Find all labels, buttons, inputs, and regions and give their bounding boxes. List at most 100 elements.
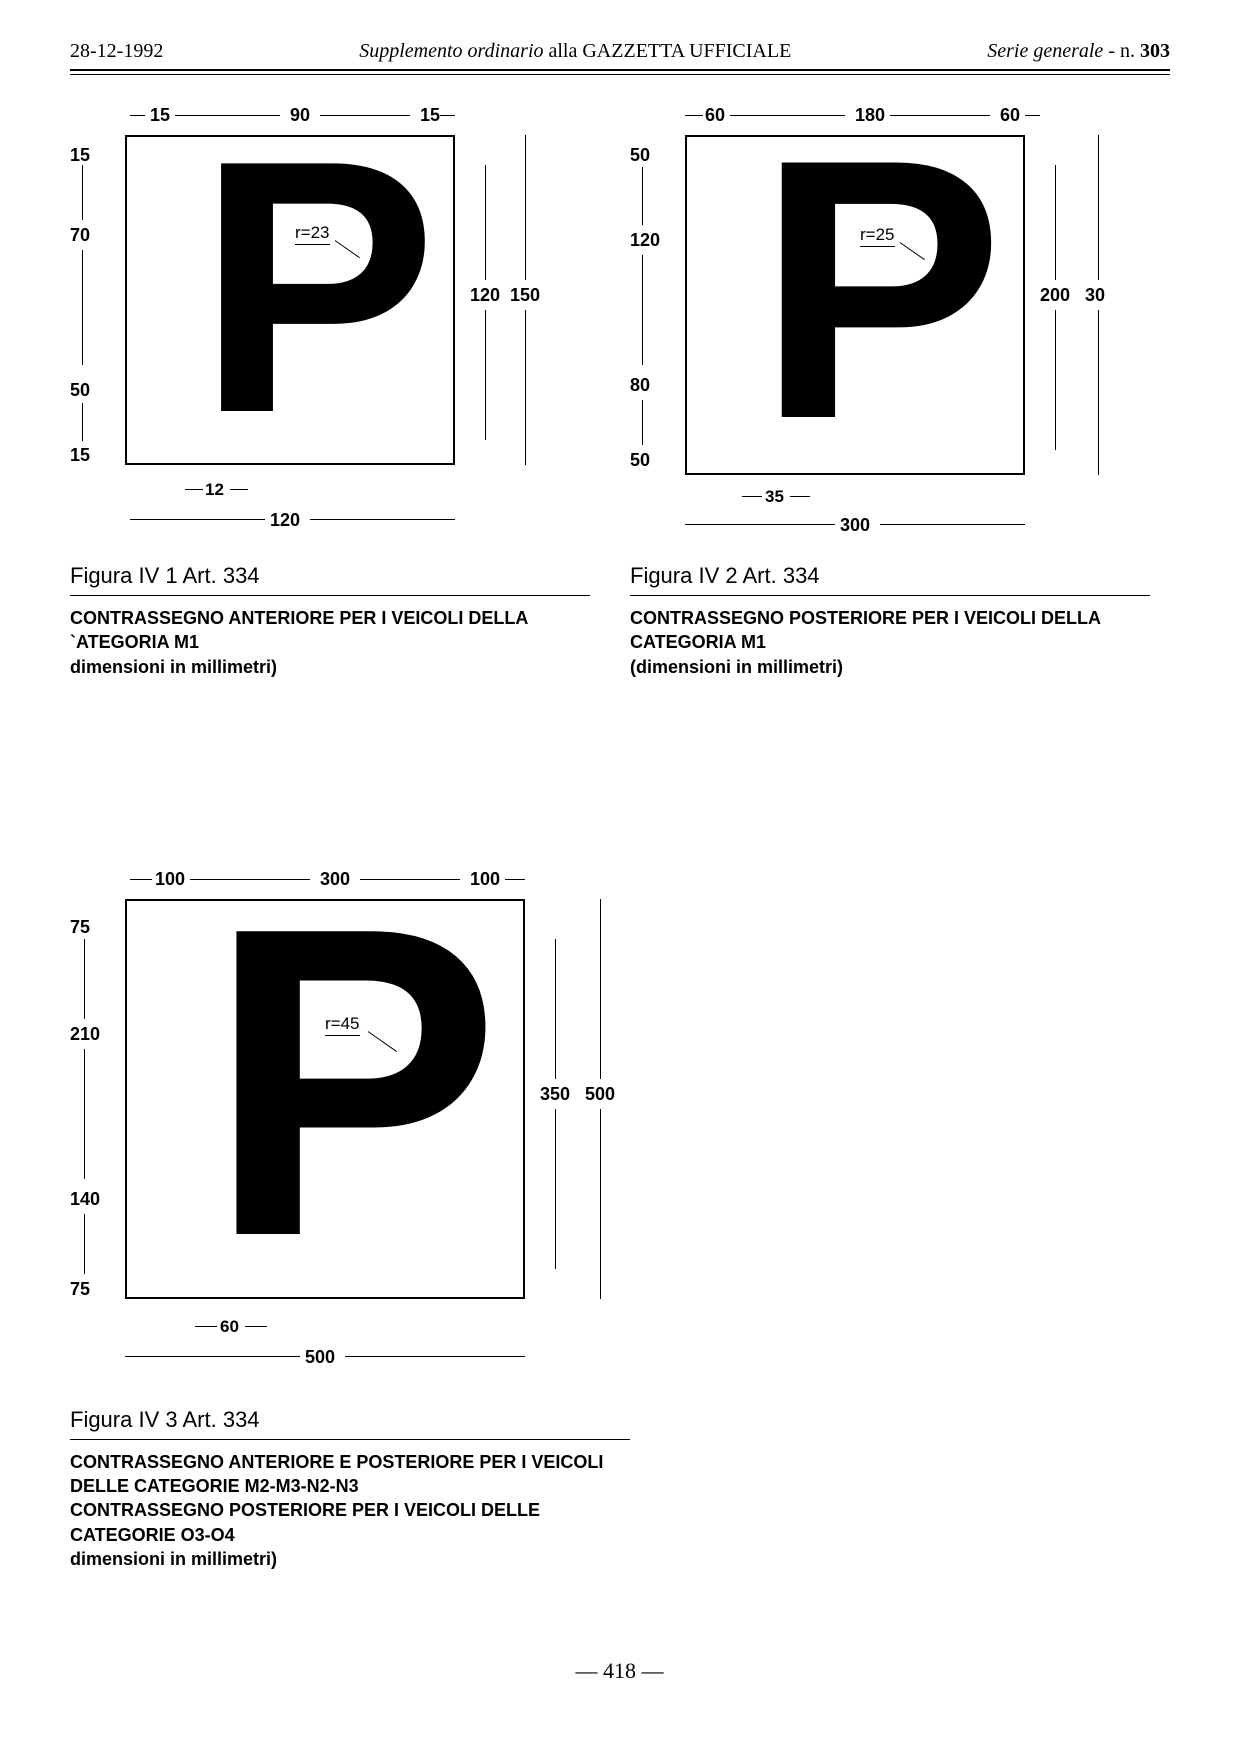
fig2-bottom-stem: 35 (765, 487, 784, 507)
dim-line (485, 310, 486, 440)
dim-line (84, 1049, 85, 1179)
fig2-left-c: 80 (630, 375, 650, 396)
dim-line (1098, 135, 1099, 280)
fig2-p-glyph: P (757, 105, 1004, 475)
dim-line (1055, 310, 1056, 450)
dim-line (642, 400, 643, 445)
fig2-box: P (685, 135, 1025, 475)
header-title-italic: Supplemento ordinario (359, 40, 543, 62)
fig3-cap5: dimensioni in millimetri) (70, 1547, 630, 1571)
figure-2: 60 180 60 50 120 80 50 P r=25 20 (630, 105, 1150, 679)
fig3-bottom-total: 500 (305, 1347, 335, 1368)
fig1-cap3: dimensioni in millimetri) (70, 655, 590, 679)
fig3-cap2: DELLE CATEGORIE M2-M3-N2-N3 (70, 1474, 630, 1498)
page-number: — 418 — (0, 1658, 1239, 1684)
fig3-cap3: CONTRASSEGNO POSTERIORE PER I VEICOLI DE… (70, 1498, 630, 1522)
dim-line (310, 519, 455, 520)
dim-line (642, 167, 643, 225)
dim-line (685, 524, 835, 525)
fig1-left-b: 70 (70, 225, 90, 246)
fig3-left-d: 75 (70, 1279, 90, 1300)
dim-line (130, 879, 152, 880)
fig1-right-outer: 150 (510, 285, 540, 306)
fig1-bottom-total: 120 (270, 510, 300, 531)
fig1-cap1: CONTRASSEGNO ANTERIORE PER I VEICOLI DEL… (70, 606, 590, 630)
dim-line (525, 135, 526, 280)
fig2-right-inner: 200 (1040, 285, 1070, 306)
fig1-r-label: r=23 (295, 223, 330, 245)
dim-line (685, 115, 703, 116)
dim-line (195, 1326, 217, 1327)
dim-line (345, 1356, 525, 1357)
figure-3-diagram: 100 300 100 75 210 140 75 P r=45 350 500 (70, 869, 630, 1389)
dim-line (525, 310, 526, 465)
dim-line (84, 939, 85, 1019)
fig3-cap4: CATEGORIE O3-O4 (70, 1523, 630, 1547)
dim-line (1025, 115, 1040, 116)
dim-line (245, 1326, 267, 1327)
fig1-right-inner: 120 (470, 285, 500, 306)
fig1-caption: CONTRASSEGNO ANTERIORE PER I VEICOLI DEL… (70, 606, 590, 679)
dim-line (880, 524, 1025, 525)
dim-line (440, 115, 455, 116)
dim-line (130, 115, 145, 116)
figure-1: 15 90 15 15 70 50 15 P (70, 105, 590, 679)
page-header: 28-12-1992 Supplemento ordinario alla GA… (70, 40, 1170, 69)
dim-line (642, 255, 643, 365)
fig2-left-d: 50 (630, 450, 650, 471)
dim-line (1055, 165, 1056, 280)
fig1-left-c: 50 (70, 380, 90, 401)
fig1-title: Figura IV 1 Art. 334 (70, 563, 590, 596)
page: 28-12-1992 Supplemento ordinario alla GA… (70, 40, 1170, 1571)
dim-line (790, 496, 810, 497)
fig3-right-outer: 500 (585, 1084, 615, 1105)
fig2-cap3: (dimensioni in millimetri) (630, 655, 1150, 679)
figure-3: 100 300 100 75 210 140 75 P r=45 350 500 (70, 869, 630, 1571)
dim-line (230, 489, 248, 490)
fig3-p-glyph: P (207, 863, 500, 1303)
dim-line (185, 489, 203, 490)
fig3-caption: CONTRASSEGNO ANTERIORE E POSTERIORE PER … (70, 1450, 630, 1571)
header-series: Serie generale - n. 303 (987, 40, 1170, 63)
fig1-box: P (125, 135, 455, 465)
fig2-caption: CONTRASSEGNO POSTERIORE PER I VEICOLI DE… (630, 606, 1150, 679)
fig1-top-left-dim: 15 (150, 105, 170, 126)
fig3-bottom-stem: 60 (220, 1317, 239, 1337)
fig3-cap1: CONTRASSEGNO ANTERIORE E POSTERIORE PER … (70, 1450, 630, 1474)
figure-2-diagram: 60 180 60 50 120 80 50 P r=25 20 (630, 105, 1150, 545)
figures-row-top: 15 90 15 15 70 50 15 P (70, 105, 1170, 679)
fig2-cap1: CONTRASSEGNO POSTERIORE PER I VEICOLI DE… (630, 606, 1150, 630)
dim-line (600, 899, 601, 1079)
header-rule (70, 69, 1170, 75)
dim-line (555, 1109, 556, 1269)
dim-line (82, 165, 83, 220)
dim-line (742, 496, 762, 497)
fig2-cap2: CATEGORIA M1 (630, 630, 1150, 654)
dim-line (82, 403, 83, 441)
fig1-left-d: 15 (70, 445, 90, 466)
dim-line (485, 165, 486, 280)
header-date: 28-12-1992 (70, 40, 163, 63)
dim-line (505, 879, 525, 880)
dim-line (125, 1356, 300, 1357)
dim-line (600, 1109, 601, 1299)
fig2-bottom-total: 300 (840, 515, 870, 536)
fig3-top-left-dim: 100 (155, 869, 185, 890)
fig2-title: Figura IV 2 Art. 334 (630, 563, 1150, 596)
fig2-r-label: r=25 (860, 225, 895, 247)
fig1-cap2: `ATEGORIA M1 (70, 630, 590, 654)
header-series-num: 303 (1140, 40, 1170, 62)
dim-line (130, 519, 265, 520)
fig2-left-a: 50 (630, 145, 650, 166)
header-series-italic: Serie generale (987, 40, 1103, 62)
figure-1-diagram: 15 90 15 15 70 50 15 P (70, 105, 590, 545)
fig3-left-a: 75 (70, 917, 90, 938)
fig3-left-b: 210 (70, 1024, 100, 1045)
fig3-title: Figura IV 3 Art. 334 (70, 1407, 630, 1440)
fig3-left-c: 140 (70, 1189, 100, 1210)
fig2-right-outer: 30 (1085, 285, 1105, 306)
dim-line (1098, 310, 1099, 475)
header-title: Supplemento ordinario alla GAZZETTA UFFI… (359, 40, 791, 63)
dim-line (84, 1214, 85, 1274)
fig1-bottom-stem: 12 (205, 480, 224, 500)
